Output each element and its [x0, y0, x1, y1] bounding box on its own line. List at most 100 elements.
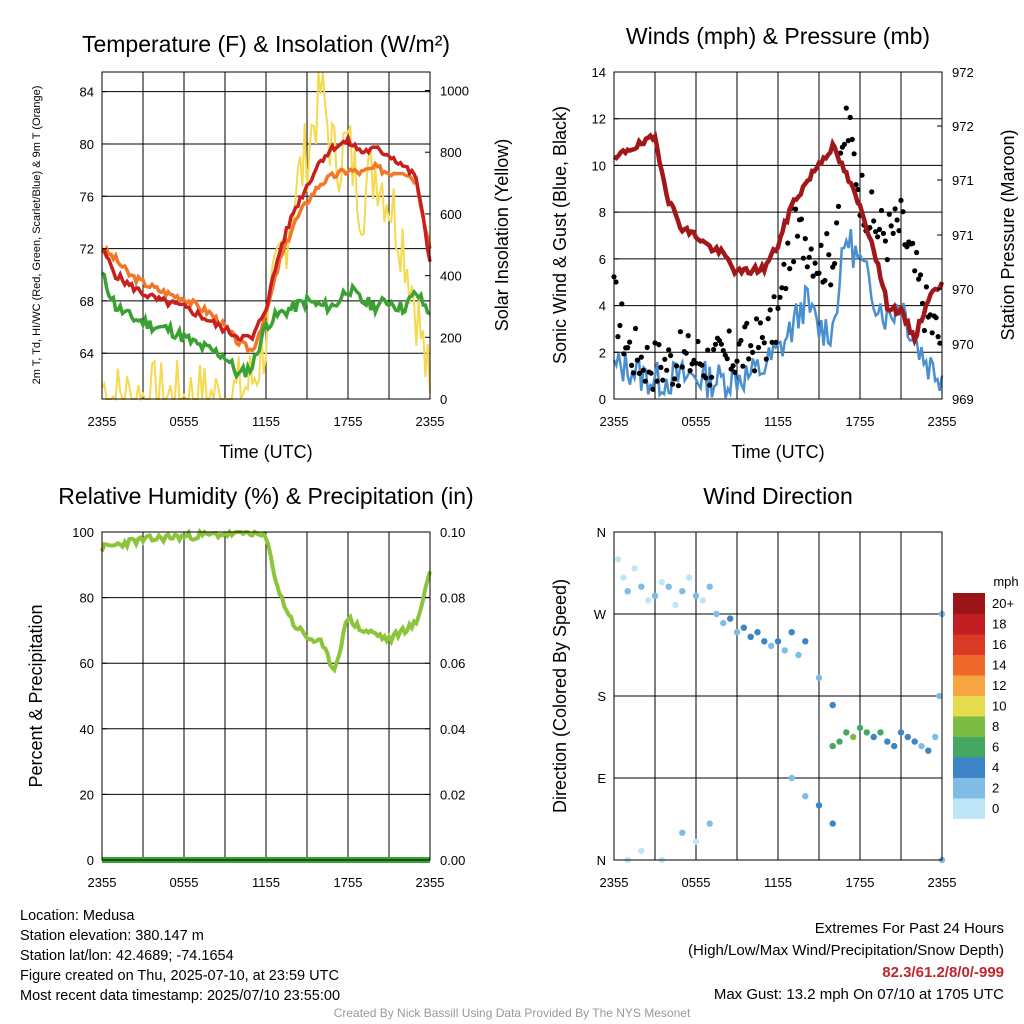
x-tick-label: 2355 — [88, 875, 117, 890]
gust-point — [929, 330, 935, 336]
gust-point — [726, 328, 732, 334]
extremes-subtitle: (High/Low/Max Wind/Precipitation/Snow De… — [688, 942, 1004, 959]
gust-point — [787, 266, 793, 272]
gust-point — [910, 240, 916, 246]
gust-point — [683, 350, 689, 356]
left-tick-label: 80 — [80, 137, 94, 152]
direction-point — [815, 674, 823, 681]
direction-point — [795, 651, 802, 659]
speed-legend: 0 2 4 6 8 10 12 14 16 18 20+ — [953, 593, 1014, 819]
gust-point — [810, 273, 816, 279]
left-tick-label: 76 — [80, 189, 94, 204]
gust-point — [919, 300, 926, 306]
legend-swatch — [953, 798, 985, 819]
gust-point — [894, 217, 900, 223]
direction-point — [631, 565, 638, 572]
gust-point — [835, 203, 842, 209]
pressure-line — [612, 130, 945, 347]
gust-point — [711, 346, 717, 353]
left-tick-label: 64 — [80, 346, 94, 361]
direction-point — [686, 574, 693, 581]
gust-point — [630, 370, 637, 376]
gust-point — [744, 320, 750, 326]
left-tick-label: 4 — [599, 299, 606, 314]
gust-point — [640, 367, 646, 373]
left-tick-label: 6 — [599, 252, 606, 267]
direction-point — [638, 847, 645, 855]
gust-point — [875, 234, 881, 240]
winds-x-ticks: 2355 0555 1155 1755 2355 — [600, 414, 957, 429]
gust-point — [912, 268, 918, 274]
left-tick-label: 60 — [80, 656, 94, 671]
humidity-ylabel: Percent & Precipitation — [26, 604, 46, 787]
gust-point — [761, 340, 767, 346]
direction-point — [932, 733, 939, 741]
temperature-left-ticks: 64 68 72 76 80 84 — [80, 85, 107, 361]
winds-ylabel: Sonic Wind & Gust (Blue, Black) — [550, 106, 570, 364]
direction-point — [727, 615, 734, 622]
direction-point — [829, 742, 836, 750]
gust-point — [648, 370, 654, 376]
direction-point — [665, 583, 672, 590]
left-tick-label: 0 — [87, 853, 94, 868]
gust-point — [933, 315, 939, 321]
direction-point — [815, 802, 823, 809]
gust-point — [775, 305, 781, 311]
gust-point — [677, 329, 684, 335]
x-tick-label: 2355 — [416, 414, 445, 429]
humidity-line — [100, 527, 432, 674]
gust-point — [769, 339, 775, 345]
legend-swatch — [953, 777, 985, 799]
right-tick-label: 0 — [440, 392, 447, 407]
gust-point — [834, 220, 840, 226]
gust-point — [666, 347, 672, 353]
gust-point — [804, 264, 810, 270]
direction-point — [829, 701, 836, 709]
direction-title: Wind Direction — [703, 483, 853, 509]
gust-point — [712, 341, 719, 347]
gust-point — [707, 382, 713, 388]
legend-swatch — [953, 675, 985, 696]
gust-point — [849, 136, 855, 142]
legend-swatch — [953, 654, 985, 676]
gust-point — [763, 356, 769, 362]
gust-point — [923, 284, 930, 290]
gust-point — [662, 356, 668, 362]
right-tick-label: 400 — [440, 269, 462, 284]
right-tick-label: 0.06 — [440, 656, 465, 671]
x-tick-label: 2355 — [416, 875, 445, 890]
direction-point — [747, 633, 754, 640]
gust-point — [621, 351, 627, 357]
direction-point — [692, 838, 700, 845]
legend-swatch — [953, 695, 985, 717]
station-info: Location: Medusa Station elevation: 380.… — [20, 906, 340, 1006]
direction-point — [904, 733, 911, 741]
gust-point — [826, 252, 832, 258]
direction-point — [936, 692, 943, 700]
temperature-ylabel: 2m T, Td, HI/WC (Red, Green, Scarlet/Blu… — [31, 86, 43, 385]
direction-point — [740, 624, 747, 631]
gust-point — [900, 209, 906, 215]
temperature-right-ticks: 0 200 400 600 800 1000 — [425, 84, 469, 407]
left-tick-label: N — [597, 525, 606, 540]
gust-point — [656, 342, 662, 348]
temperature-title: Temperature (F) & Insolation (W/m²) — [82, 31, 450, 57]
gust-point — [765, 316, 771, 322]
gust-point — [812, 260, 818, 266]
station-elevation: Station elevation: 380.147 m — [20, 928, 204, 944]
gust-point — [793, 206, 799, 212]
temperature-grid — [102, 72, 430, 399]
legend-label: 20+ — [992, 596, 1014, 611]
humidity-panel: Relative Humidity (%) & Precipitation (i… — [26, 483, 474, 890]
gust-point — [927, 312, 933, 318]
gust-point — [675, 383, 682, 389]
direction-point — [877, 729, 884, 736]
gust-point — [634, 357, 641, 363]
x-tick-label: 2355 — [88, 414, 117, 429]
gust-point — [841, 141, 848, 147]
direction-point — [620, 574, 627, 581]
gust-point — [629, 362, 635, 368]
gust-point — [794, 233, 801, 239]
x-tick-label: 0555 — [170, 414, 199, 429]
gust-point — [673, 363, 680, 369]
